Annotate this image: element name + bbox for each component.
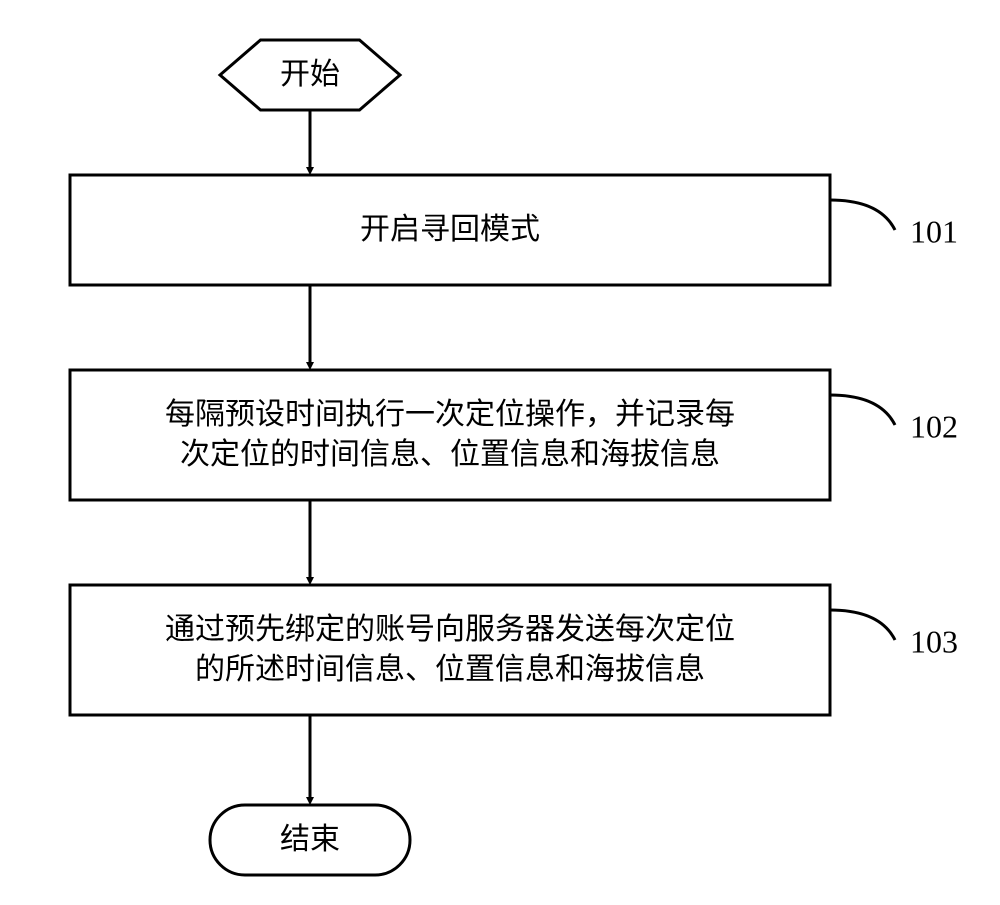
step2-text-line-1: 次定位的时间信息、位置信息和海拔信息 [180, 438, 720, 471]
callout-label-step1: 101 [910, 213, 958, 249]
start-label: 开始 [280, 58, 340, 91]
end-label: 结束 [280, 823, 340, 856]
step2-text-line-0: 每隔预设时间执行一次定位操作，并记录每 [165, 398, 735, 431]
step3-text-line-1: 的所述时间信息、位置信息和海拔信息 [195, 653, 705, 686]
callout-label-step3: 103 [910, 623, 958, 659]
step3-text-line-0: 通过预先绑定的账号向服务器发送每次定位 [165, 613, 735, 646]
callout-label-step2: 102 [910, 408, 958, 444]
step1-text-line-0: 开启寻回模式 [360, 213, 540, 246]
